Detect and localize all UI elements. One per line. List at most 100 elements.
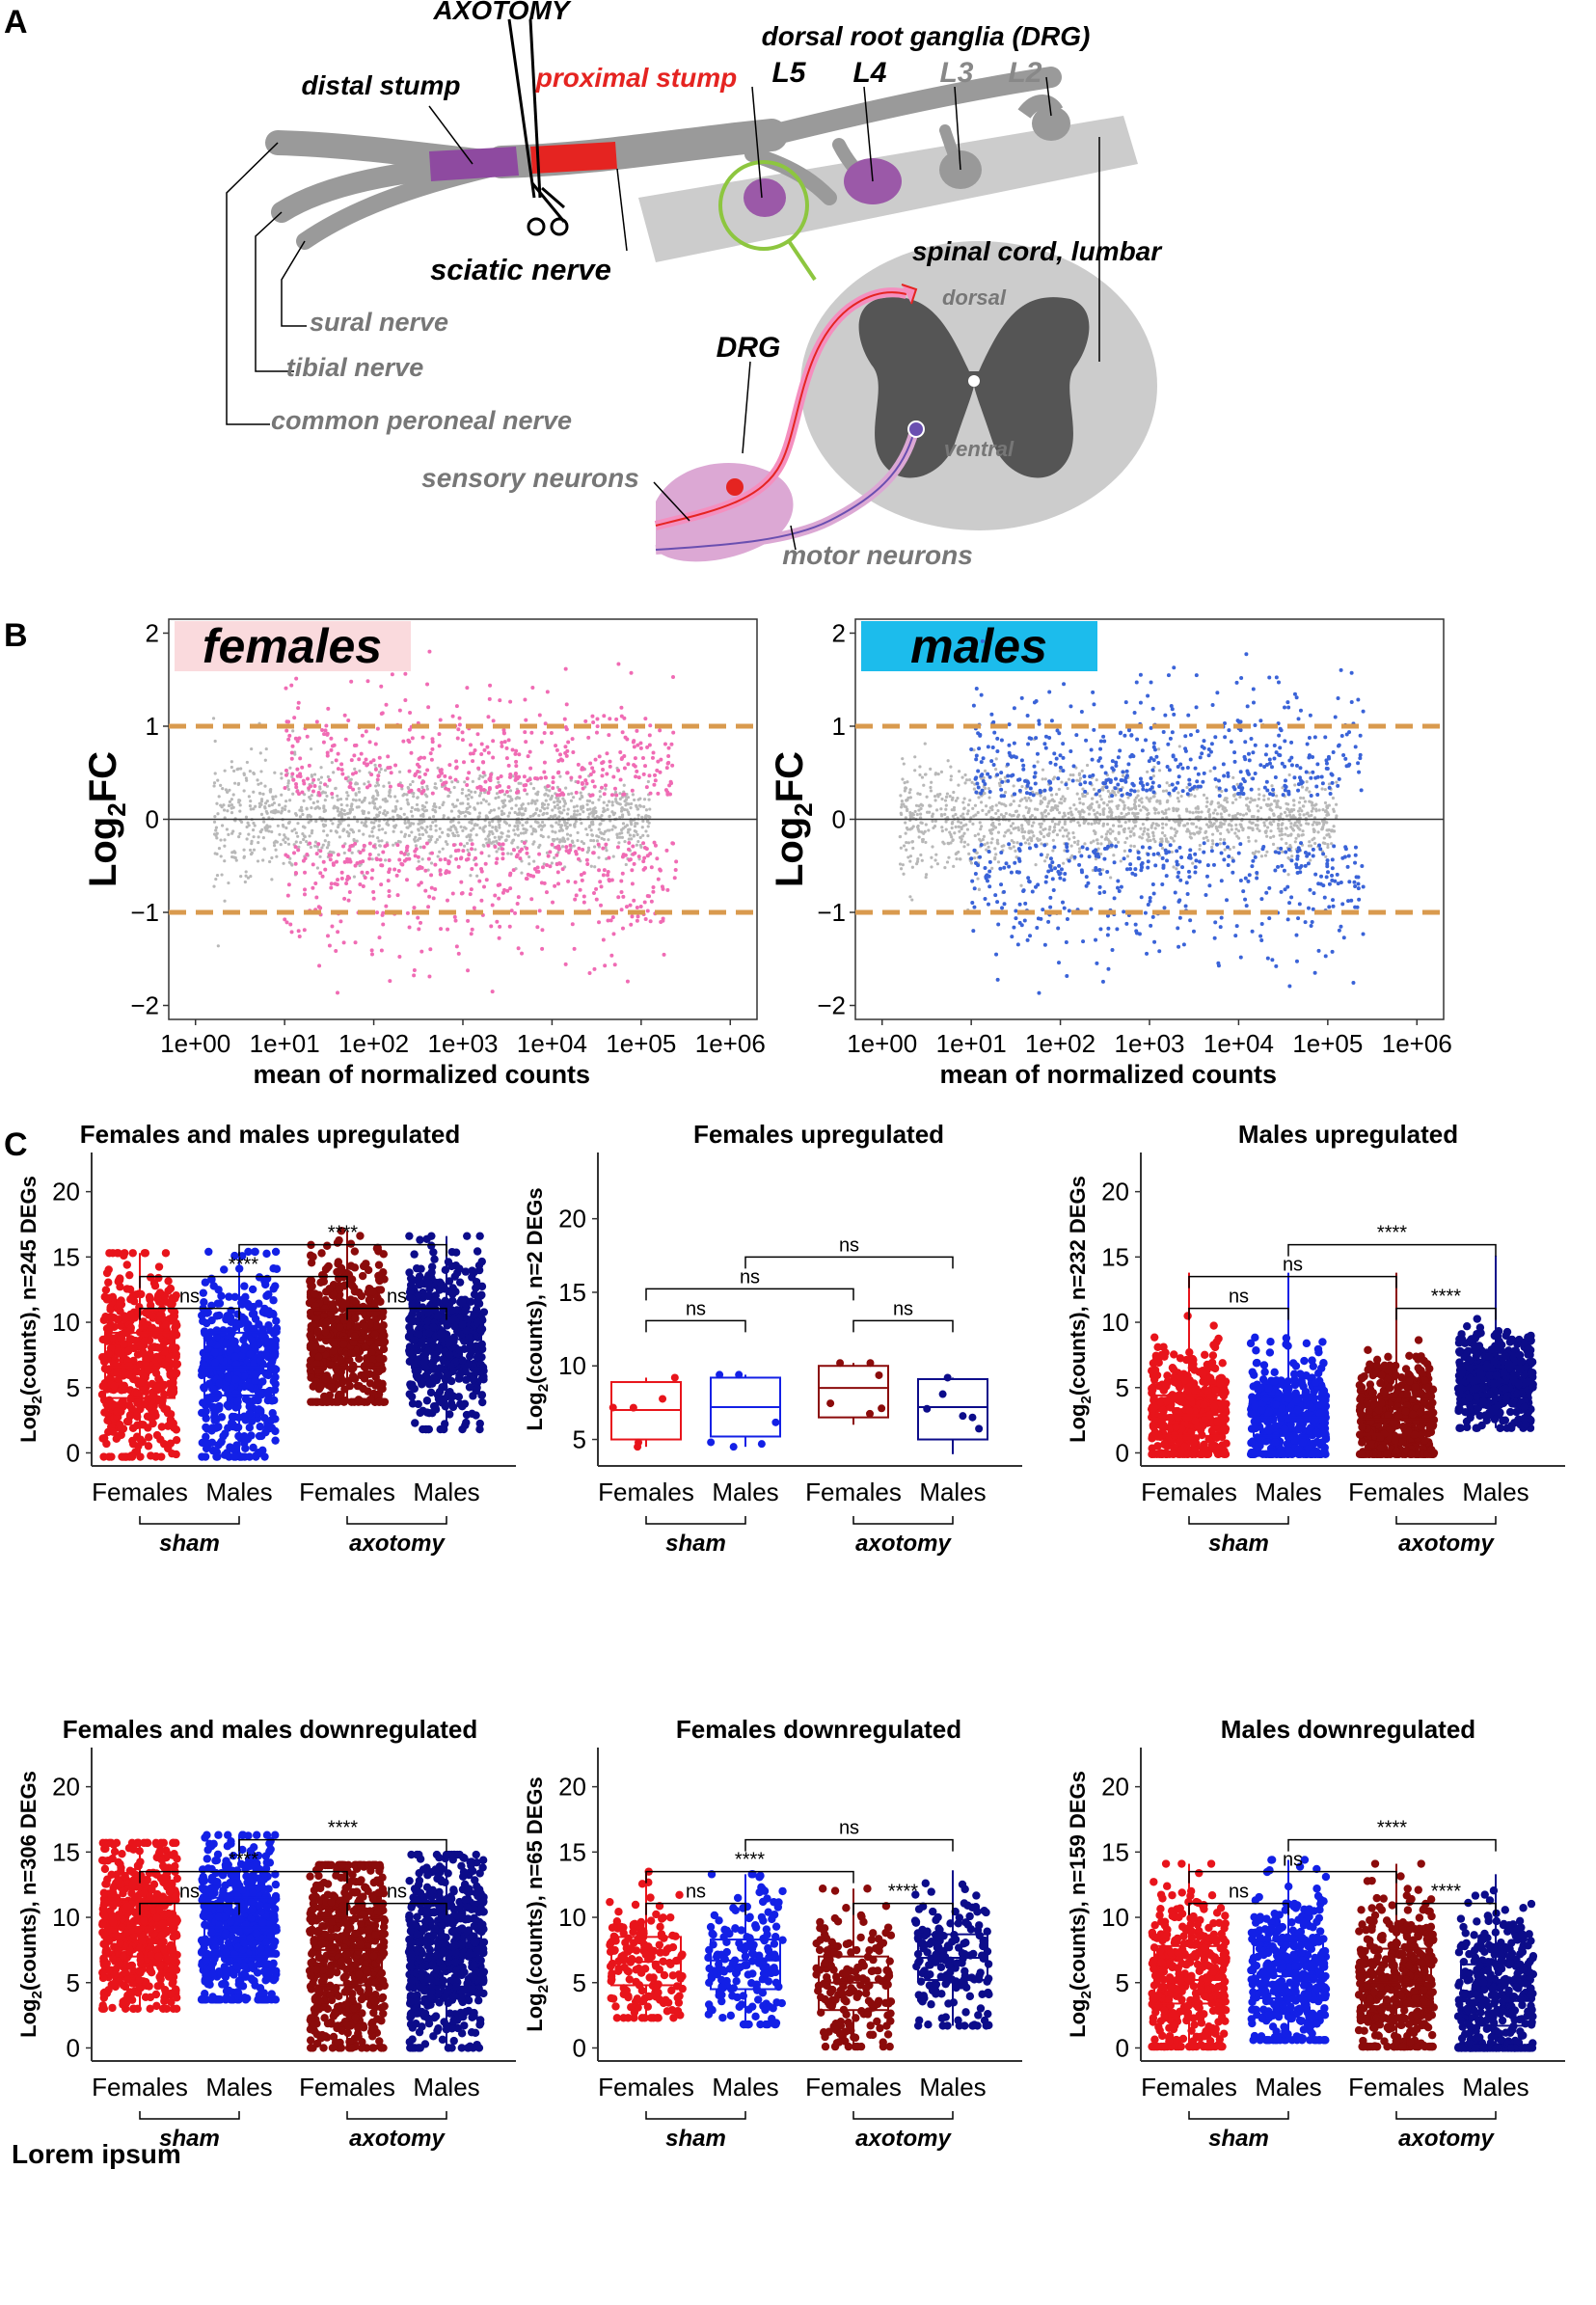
point-de: [1200, 751, 1204, 756]
point-de: [1234, 680, 1239, 685]
point-de: [437, 744, 442, 748]
point-de: [1139, 868, 1144, 873]
point-ns: [362, 832, 365, 836]
point-de: [1249, 736, 1254, 741]
point-ns: [1160, 831, 1165, 835]
point-de: [486, 715, 491, 719]
point-ns: [1039, 825, 1042, 829]
point-ns: [1075, 792, 1079, 796]
point-ns: [1331, 796, 1336, 800]
point-ns: [930, 865, 933, 869]
point-de: [334, 948, 338, 953]
point-ns: [1123, 827, 1126, 831]
point-de: [1136, 850, 1141, 854]
point-de: [423, 772, 428, 776]
point-ns: [920, 858, 924, 862]
point-ns: [1161, 789, 1166, 793]
point-de: [1177, 898, 1182, 903]
point-ns: [475, 874, 479, 878]
point-de: [489, 773, 494, 777]
point-de: [1116, 885, 1121, 890]
point-ns: [349, 827, 353, 831]
point-ns: [223, 769, 227, 773]
point-de: [1150, 881, 1155, 886]
point-de: [1278, 753, 1283, 758]
point-ns: [457, 815, 461, 819]
point-de: [390, 672, 394, 677]
point-ns: [384, 800, 388, 803]
point-de: [1098, 746, 1103, 751]
point-ns: [1047, 800, 1051, 803]
point-ns: [570, 792, 574, 796]
point-ns: [1125, 854, 1130, 858]
point-ns: [908, 815, 912, 820]
point-ns: [566, 807, 570, 811]
point-de: [1084, 738, 1089, 743]
point-de: [1079, 709, 1084, 714]
point-de: [591, 719, 596, 724]
point-de: [1336, 783, 1340, 788]
point-ns: [524, 827, 527, 831]
point-de: [1299, 841, 1304, 846]
point-ns: [899, 794, 903, 798]
point-de: [669, 781, 674, 786]
point-de: [1356, 881, 1361, 886]
point-de: [1012, 741, 1016, 746]
point-de: [584, 781, 589, 786]
point-ns: [468, 804, 472, 809]
point-ns: [1041, 835, 1046, 839]
point-de: [329, 881, 334, 886]
point-ns: [250, 842, 254, 846]
point-ns: [263, 801, 268, 805]
point-de: [1059, 867, 1064, 872]
point-de: [446, 870, 451, 875]
point-de: [314, 719, 319, 724]
point-ns: [1323, 800, 1328, 805]
point-de: [1308, 887, 1312, 892]
point-ns: [1268, 807, 1272, 811]
point-de: [380, 912, 385, 917]
point-ns: [409, 809, 414, 814]
point-de: [1207, 883, 1212, 888]
point-ns: [438, 827, 442, 830]
point-ns: [1272, 813, 1276, 817]
point-de: [389, 771, 393, 775]
point-de: [1241, 889, 1246, 894]
point-de: [1026, 742, 1031, 746]
point-de: [564, 753, 569, 758]
point-ns: [1157, 769, 1162, 773]
point-ns: [488, 824, 492, 827]
point-ns: [1207, 820, 1212, 824]
point-ns: [338, 819, 341, 824]
point-de: [619, 705, 624, 710]
point-ns: [459, 825, 463, 828]
point-ns: [452, 785, 456, 790]
point-ns: [608, 814, 611, 818]
point-ns: [1164, 808, 1168, 812]
point-ns: [1258, 793, 1261, 797]
point-de: [588, 794, 593, 799]
point-ns: [1297, 821, 1301, 825]
point-ns: [1177, 745, 1181, 748]
point-ns: [402, 792, 406, 797]
point-de: [413, 772, 418, 776]
point-ns: [1140, 797, 1144, 800]
point-de: [995, 749, 1000, 754]
ventral-label: ventral: [944, 437, 1014, 461]
point-de: [353, 841, 358, 846]
x-tick-label: 1e+01: [936, 1029, 1007, 1058]
point-de: [529, 730, 534, 735]
x-tick-label: 1e+04: [1204, 1029, 1274, 1058]
point-de: [1303, 920, 1308, 925]
point-de: [1279, 846, 1284, 851]
point-de: [1341, 752, 1346, 757]
point-ns: [227, 881, 230, 885]
point-de: [1070, 778, 1075, 783]
point-ns: [1198, 843, 1202, 848]
point-de: [597, 868, 602, 873]
point-ns: [387, 794, 392, 798]
point-ns: [948, 795, 952, 799]
point-ns: [1219, 812, 1223, 816]
point-ns: [336, 798, 339, 802]
point-de: [1345, 864, 1350, 869]
